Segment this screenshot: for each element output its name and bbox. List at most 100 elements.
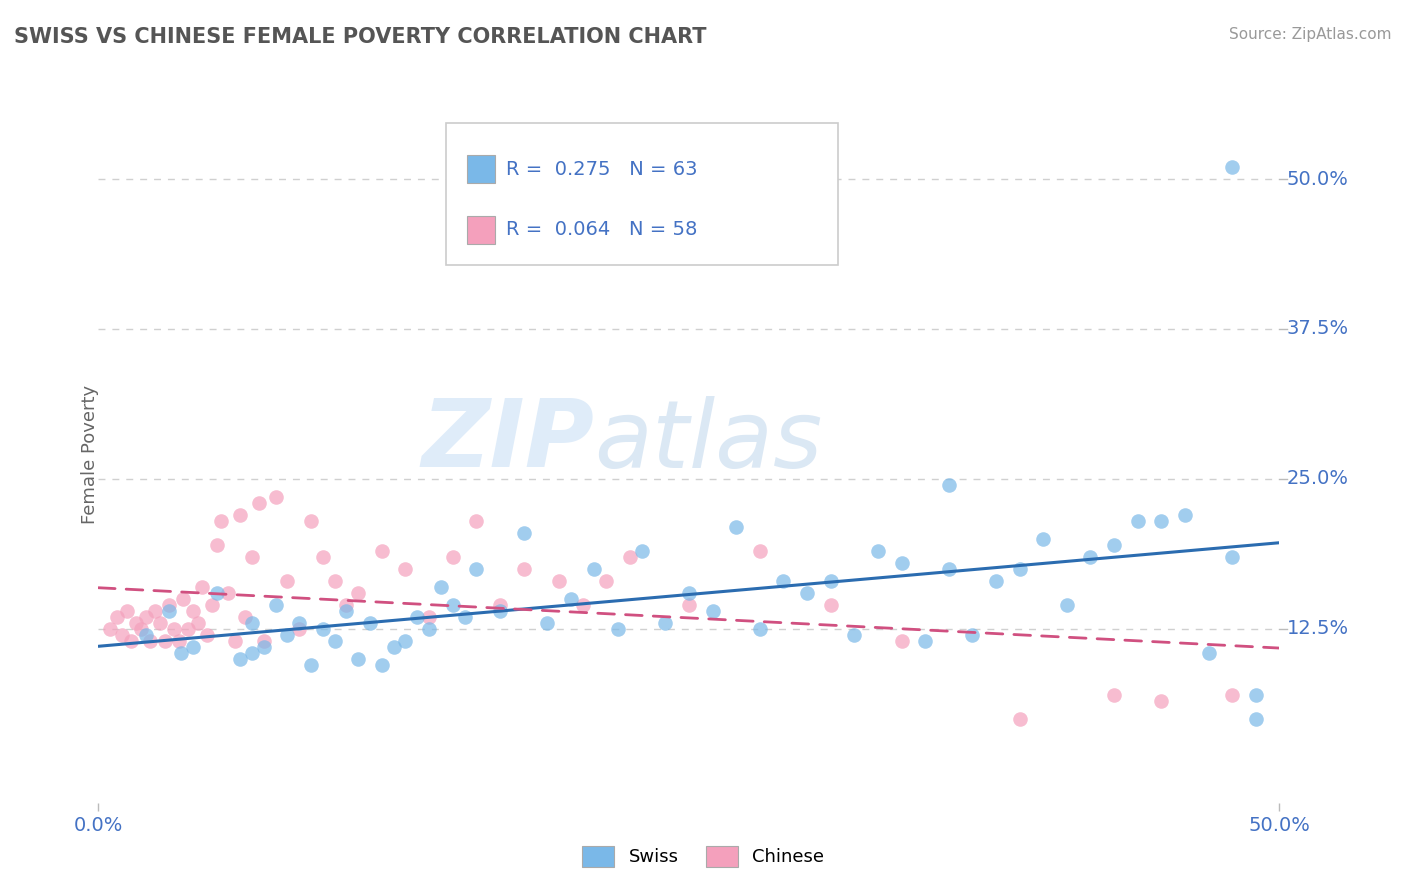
- Point: [240, 615, 263, 630]
- Point: [157, 598, 180, 612]
- Point: [1102, 538, 1125, 552]
- Point: [139, 633, 162, 648]
- Point: [177, 622, 200, 636]
- Point: [347, 586, 370, 600]
- Point: [725, 520, 748, 534]
- Point: [560, 591, 582, 606]
- Point: [217, 586, 239, 600]
- Point: [1220, 688, 1243, 702]
- Point: [654, 615, 676, 630]
- Point: [170, 646, 193, 660]
- Point: [1126, 514, 1149, 528]
- Point: [149, 615, 172, 630]
- Point: [1080, 549, 1102, 564]
- Point: [418, 622, 440, 636]
- Point: [163, 622, 186, 636]
- Legend: Swiss, Chinese: Swiss, Chinese: [574, 838, 832, 874]
- Point: [335, 598, 357, 612]
- Point: [984, 574, 1007, 588]
- Point: [299, 657, 322, 672]
- Point: [205, 538, 228, 552]
- Point: [441, 549, 464, 564]
- Point: [820, 598, 842, 612]
- Point: [1056, 598, 1078, 612]
- Point: [394, 633, 416, 648]
- Point: [98, 622, 121, 636]
- Point: [240, 549, 263, 564]
- Point: [121, 633, 143, 648]
- Text: Source: ZipAtlas.com: Source: ZipAtlas.com: [1229, 27, 1392, 42]
- Text: 12.5%: 12.5%: [1286, 619, 1348, 639]
- Point: [312, 622, 335, 636]
- Point: [512, 525, 534, 540]
- Point: [630, 544, 652, 558]
- Point: [111, 628, 134, 642]
- Point: [548, 574, 571, 588]
- Text: R =  0.275   N = 63: R = 0.275 N = 63: [506, 160, 697, 178]
- Point: [1008, 712, 1031, 726]
- Point: [135, 628, 157, 642]
- Point: [125, 615, 148, 630]
- Point: [1198, 646, 1220, 660]
- Point: [453, 610, 475, 624]
- Text: 25.0%: 25.0%: [1286, 469, 1348, 489]
- Point: [607, 622, 630, 636]
- Point: [406, 610, 429, 624]
- Point: [115, 604, 138, 618]
- Point: [1244, 688, 1267, 702]
- Point: [195, 628, 218, 642]
- Point: [938, 478, 960, 492]
- Point: [866, 544, 889, 558]
- Point: [371, 544, 394, 558]
- Point: [157, 604, 180, 618]
- Point: [820, 574, 842, 588]
- Point: [191, 580, 214, 594]
- Point: [914, 633, 936, 648]
- Point: [465, 514, 488, 528]
- Point: [143, 604, 166, 618]
- Point: [536, 615, 558, 630]
- Point: [382, 640, 405, 654]
- Point: [240, 646, 263, 660]
- Point: [153, 633, 176, 648]
- Point: [201, 598, 224, 612]
- Point: [1150, 514, 1173, 528]
- Point: [299, 514, 322, 528]
- Point: [105, 610, 128, 624]
- Point: [512, 562, 534, 576]
- Point: [209, 514, 232, 528]
- Point: [489, 598, 512, 612]
- Point: [1008, 562, 1031, 576]
- Point: [748, 622, 770, 636]
- Point: [181, 604, 204, 618]
- Point: [748, 544, 770, 558]
- Point: [1102, 688, 1125, 702]
- Point: [394, 562, 416, 576]
- Point: [205, 586, 228, 600]
- Text: R =  0.064   N = 58: R = 0.064 N = 58: [506, 220, 697, 239]
- Point: [890, 556, 912, 570]
- Point: [796, 586, 818, 600]
- Point: [359, 615, 381, 630]
- Point: [938, 562, 960, 576]
- Point: [1032, 532, 1054, 546]
- Point: [276, 628, 298, 642]
- Point: [418, 610, 440, 624]
- Point: [288, 622, 311, 636]
- Point: [264, 598, 287, 612]
- Point: [288, 615, 311, 630]
- Point: [371, 657, 394, 672]
- Point: [772, 574, 794, 588]
- Point: [253, 633, 276, 648]
- Point: [678, 598, 700, 612]
- Point: [187, 615, 209, 630]
- Point: [347, 652, 370, 666]
- Point: [1220, 549, 1243, 564]
- Point: [1174, 508, 1197, 522]
- Point: [583, 562, 606, 576]
- Point: [129, 622, 152, 636]
- Point: [489, 604, 512, 618]
- Point: [1244, 712, 1267, 726]
- Point: [172, 591, 194, 606]
- Point: [571, 598, 593, 612]
